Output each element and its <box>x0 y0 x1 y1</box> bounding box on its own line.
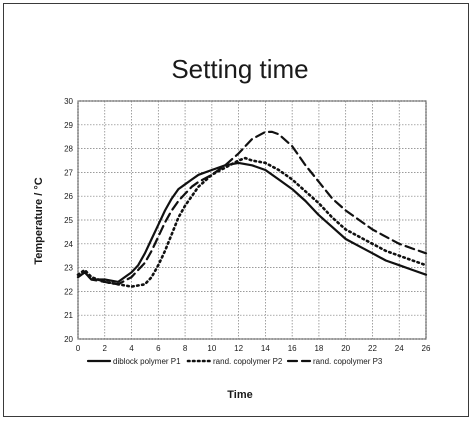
x-tick-label: 14 <box>261 344 270 353</box>
y-tick-label: 30 <box>64 97 73 106</box>
legend-label-3: rand. copolymer P3 <box>313 357 383 366</box>
y-tick-label: 27 <box>64 168 73 177</box>
x-tick-label: 10 <box>207 344 216 353</box>
x-tick-label: 0 <box>76 344 81 353</box>
y-tick-label: 29 <box>64 121 73 130</box>
gridlines <box>77 100 427 340</box>
x-tick-label: 26 <box>422 344 431 353</box>
legend: diblock polymer P1 rand. copolymer P2 rand… <box>86 357 383 366</box>
legend-label-1: diblock polymer P1 <box>113 357 181 366</box>
x-tick-label: 16 <box>288 344 297 353</box>
x-tick-label: 12 <box>234 344 243 353</box>
x-tick-label: 2 <box>103 344 108 353</box>
series-line-2 <box>76 156 428 288</box>
y-axis-label: Temperature / °C <box>33 177 45 264</box>
y-tick-label: 24 <box>64 240 73 249</box>
legend-label-2: rand. copolymer P2 <box>213 357 283 366</box>
y-tick-label: 26 <box>64 192 73 201</box>
y-tick-label: 22 <box>64 287 73 296</box>
x-tick-label: 24 <box>395 344 404 353</box>
y-tick-label: 20 <box>64 335 73 344</box>
x-axis-label: Time <box>227 389 252 401</box>
x-tick-label: 18 <box>314 344 323 353</box>
x-tick-label: 20 <box>341 344 350 353</box>
series-line-3 <box>76 130 428 286</box>
y-tick-label: 21 <box>64 311 73 320</box>
x-tick-label: 8 <box>183 344 188 353</box>
tick-labels: 0 2 4 6 8 10 12 14 16 18 20 22 24 2620212223242526272… <box>64 97 431 353</box>
y-tick-label: 28 <box>64 145 73 154</box>
series-lines <box>76 130 428 288</box>
y-tick-label: 23 <box>64 264 73 273</box>
y-tick-label: 25 <box>64 216 73 225</box>
x-tick-label: 22 <box>368 344 377 353</box>
x-tick-label: 6 <box>156 344 161 353</box>
series-line-1 <box>76 161 428 283</box>
chart-title: Setting time <box>171 54 308 84</box>
x-tick-label: 4 <box>129 344 134 353</box>
